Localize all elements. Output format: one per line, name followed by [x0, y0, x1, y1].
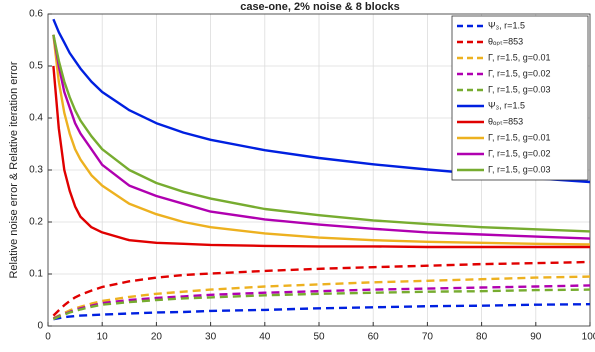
- x-tick-label: 10: [97, 332, 109, 343]
- legend-label: Γ, r=1.5, g=0.02: [488, 148, 551, 158]
- line: [52, 260, 591, 317]
- legend-label: Γ, r=1.5, g=0.02: [488, 68, 551, 78]
- y-tick-label: 0.1: [29, 269, 43, 280]
- line: [52, 34, 591, 233]
- line: [52, 288, 591, 321]
- line: [52, 34, 591, 246]
- legend-label: Γ, r=1.5, g=0.01: [488, 52, 551, 62]
- line: [52, 18, 591, 184]
- line: [52, 275, 591, 320]
- x-tick-label: 0: [45, 332, 51, 343]
- y-tick-label: 0.4: [29, 113, 43, 124]
- chart-title: case-one, 2% noise & 8 blocks: [240, 1, 400, 13]
- legend-label: Ψ₃, r=1.5: [488, 20, 525, 30]
- y-axis-label: Relative noise error & Relative iteratio…: [8, 61, 20, 278]
- legend-box: [451, 15, 589, 181]
- legend-label: Ψ₃, r=1.5: [488, 100, 525, 110]
- y-tick-label: 0.3: [29, 165, 43, 176]
- x-tick-label: 80: [476, 332, 488, 343]
- legend-label: θₒₚₜ=853: [488, 116, 523, 126]
- y-tick-label: 0.6: [29, 9, 43, 20]
- x-tick-label: 20: [151, 332, 163, 343]
- legend-label: Γ, r=1.5, g=0.03: [488, 84, 551, 94]
- line: [53, 303, 591, 321]
- x-tick-label: 40: [259, 332, 271, 343]
- y-tick-label: 0: [37, 321, 43, 332]
- x-tick-label: 90: [530, 332, 542, 343]
- line: [52, 65, 590, 249]
- x-tick-label: 50: [313, 332, 325, 343]
- plot-frame: [47, 13, 591, 327]
- legend-label: θₒₚₜ=853: [488, 36, 523, 46]
- x-tick-label: 100: [582, 332, 595, 343]
- x-tick-label: 30: [205, 332, 217, 343]
- y-tick-label: 0.2: [29, 217, 43, 228]
- x-tick-label: 60: [368, 332, 380, 343]
- legend-label: Γ, r=1.5, g=0.01: [488, 132, 551, 142]
- legend-label: Γ, r=1.5, g=0.03: [488, 164, 551, 174]
- y-tick-label: 0.5: [29, 61, 43, 72]
- line: [52, 34, 591, 240]
- x-tick-label: 70: [422, 332, 434, 343]
